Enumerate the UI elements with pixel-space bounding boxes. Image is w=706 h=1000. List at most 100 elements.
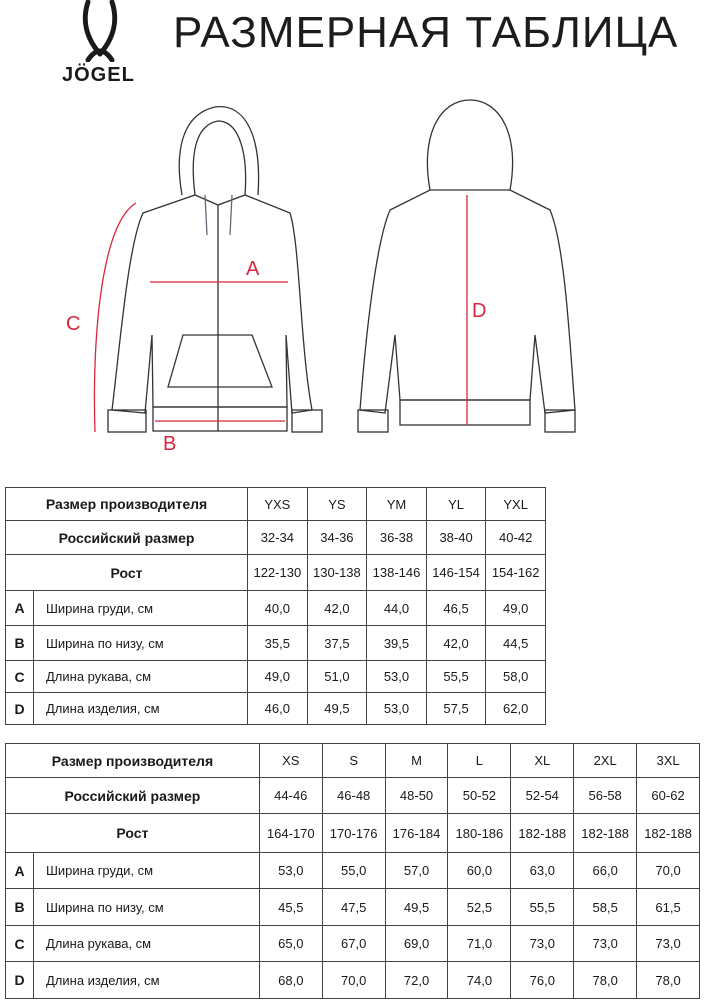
hoodie-front — [107, 106, 323, 433]
table-cell: 60-62 — [636, 777, 700, 814]
table-row: Российский размер 32-34 34-36 36-38 38-40 40-… — [4, 520, 546, 555]
table-row: Российский размер 44-46 46-48 48-50 50-52 52-… — [5, 777, 700, 814]
table-cell: 74,0 — [447, 961, 512, 999]
table-cell: 180-186 — [447, 813, 512, 853]
table-cell: Рост — [4, 554, 249, 591]
table-cell: 42,0 — [425, 625, 487, 661]
table-cell: 182-188 — [510, 813, 575, 853]
table-cell: XS — [258, 743, 323, 778]
table-cell: S — [321, 743, 386, 778]
table-cell: 53,0 — [366, 660, 427, 693]
table-cell: 67,0 — [321, 925, 386, 962]
table-cell: 55,5 — [425, 660, 487, 693]
table-cell: 154-162 — [485, 554, 546, 591]
table-cell: Рост — [5, 813, 260, 853]
table-cell: Длина рукава, см — [33, 925, 260, 962]
table-cell: 66,0 — [573, 852, 638, 889]
table-cell: 63,0 — [510, 852, 575, 889]
table-cell: YS — [306, 487, 368, 521]
table-cell: YXL — [485, 487, 546, 521]
label-d: D — [472, 300, 486, 322]
table-cell: 40,0 — [247, 590, 308, 626]
table-cell: 49,0 — [247, 660, 308, 693]
table-cell: 38-40 — [425, 520, 487, 555]
brand-name: JÖGEL — [62, 64, 135, 86]
table-cell: 56-58 — [573, 777, 638, 814]
table-cell: Длина изделия, см — [33, 961, 260, 999]
hoodie-back — [357, 99, 576, 433]
table-cell: 176-184 — [384, 813, 449, 853]
table-row: C Длина рукава, см 49,0 51,0 53,0 55,5 58,0 — [5, 660, 546, 693]
table-cell: 122-130 — [247, 554, 308, 591]
table-cell: Размер производителя — [5, 743, 260, 778]
table-cell: YM — [366, 487, 427, 521]
table-cell: Российский размер — [5, 777, 260, 814]
table-cell: 73,0 — [510, 925, 575, 962]
table-cell: 44,5 — [485, 625, 546, 661]
table-cell: 69,0 — [384, 925, 449, 962]
label-b: B — [163, 433, 176, 455]
measure-lines — [93, 195, 468, 433]
table-cell: 170-176 — [321, 813, 386, 853]
table-cell: 32-34 — [247, 520, 308, 555]
table-cell: 58,5 — [573, 888, 638, 926]
table-cell: 46,5 — [425, 590, 487, 626]
table-row: A Ширина груди, см 53,0 55,0 57,0 60,0 63,0 66,… — [5, 852, 700, 889]
table-row: Рост 122-130 130-138 138-146 146-154 154-162 — [4, 554, 546, 591]
label-a: A — [246, 258, 260, 280]
table-cell: 146-154 — [425, 554, 487, 591]
table-cell: 44,0 — [366, 590, 427, 626]
table-cell: 57,5 — [425, 692, 487, 725]
table-cell: 49,5 — [384, 888, 449, 926]
table-cell: 138-146 — [366, 554, 427, 591]
table-cell: 37,5 — [306, 625, 368, 661]
table-cell: 47,5 — [321, 888, 386, 926]
table-cell: 49,0 — [485, 590, 546, 626]
table-cell: 46,0 — [247, 692, 308, 725]
table-cell: 76,0 — [510, 961, 575, 999]
table-cell: 72,0 — [384, 961, 449, 999]
table-cell: 55,5 — [510, 888, 575, 926]
table-cell: 46-48 — [321, 777, 386, 814]
table-cell: 182-188 — [636, 813, 700, 853]
table-cell: YXS — [247, 487, 308, 521]
table-cell: 68,0 — [258, 961, 323, 999]
table-cell: A — [5, 590, 34, 626]
table-row: B Ширина по низу, см 35,5 37,5 39,5 42,0 44,5 — [5, 625, 546, 661]
table-cell: 42,0 — [306, 590, 368, 626]
table-cell: C — [5, 660, 34, 693]
table-cell: 34-36 — [306, 520, 368, 555]
table-cell: 52-54 — [510, 777, 575, 814]
table-cell: 50-52 — [447, 777, 512, 814]
table-cell: 45,5 — [258, 888, 323, 926]
table-cell: D — [5, 961, 34, 999]
label-c: C — [66, 313, 80, 335]
table-row: C Длина рукава, см 65,0 67,0 69,0 71,0 73,0 73,… — [5, 925, 700, 962]
table-cell: B — [5, 888, 34, 926]
table-cell: Размер производителя — [4, 487, 249, 521]
table-cell: 60,0 — [447, 852, 512, 889]
table-row: A Ширина груди, см 40,0 42,0 44,0 46,5 49,0 — [5, 590, 546, 626]
table-row: Размер производителя YXS YS YM YL YXL — [4, 487, 546, 521]
size-table-kids: Размер производителя YXS YS YM YL YXL Российск… — [4, 487, 546, 725]
table-cell: 2XL — [573, 743, 638, 778]
table-cell: Длина изделия, см — [32, 692, 249, 725]
table-cell: Ширина груди, см — [33, 852, 260, 889]
table-cell: 65,0 — [258, 925, 323, 962]
table-cell: 44-46 — [258, 777, 323, 814]
table-cell: Ширина груди, см — [32, 590, 249, 626]
table-cell: 73,0 — [636, 925, 700, 962]
table-cell: 55,0 — [321, 852, 386, 889]
table-cell: 78,0 — [636, 961, 700, 999]
table-cell: 3XL — [636, 743, 700, 778]
table-cell: B — [5, 625, 34, 661]
table-cell: L — [447, 743, 512, 778]
table-cell: 182-188 — [573, 813, 638, 853]
table-cell: A — [5, 852, 34, 889]
brand-logo-icon — [82, 0, 118, 62]
table-cell: 73,0 — [573, 925, 638, 962]
table-cell: 70,0 — [636, 852, 700, 889]
table-cell: 39,5 — [366, 625, 427, 661]
table-cell: 49,5 — [306, 692, 368, 725]
table-row: D Длина изделия, см 68,0 70,0 72,0 74,0 76,0 78… — [5, 961, 700, 999]
